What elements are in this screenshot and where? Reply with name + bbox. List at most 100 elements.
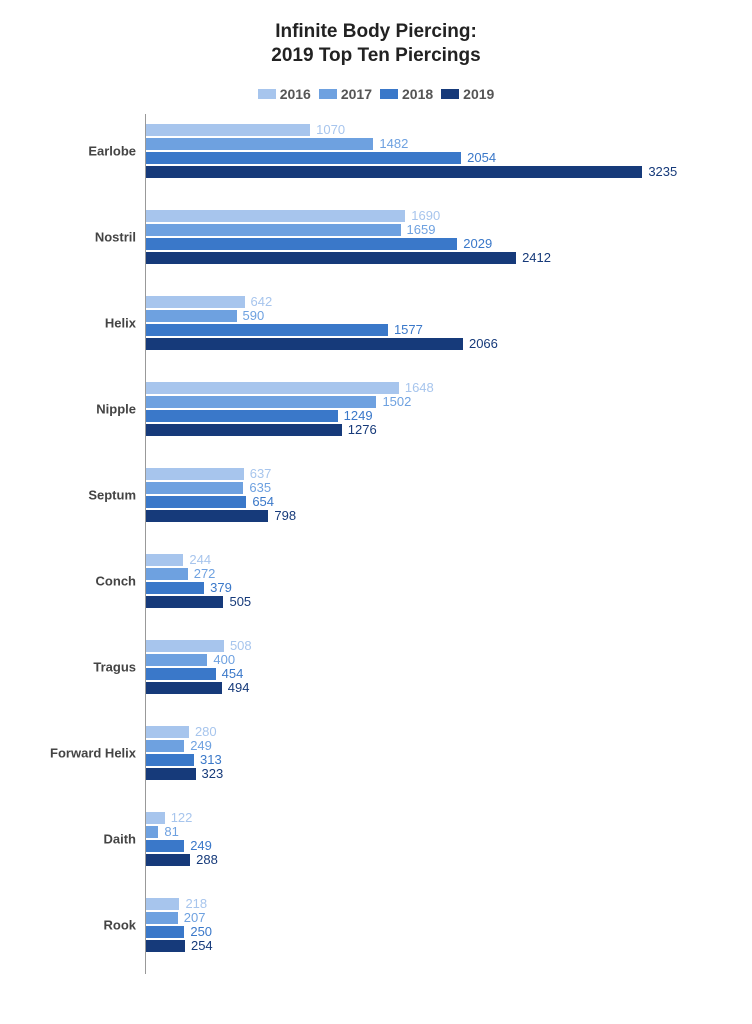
group-tragus: Tragus508400454494	[146, 640, 682, 694]
value-label: 2054	[467, 150, 496, 165]
legend-swatch-2018	[380, 89, 398, 99]
value-label: 288	[196, 852, 218, 867]
value-label: 122	[171, 810, 193, 825]
category-label: Earlobe	[88, 143, 146, 158]
value-label: 313	[200, 752, 222, 767]
value-label: 454	[222, 666, 244, 681]
group-daith: Daith12281249288	[146, 812, 682, 866]
bar-row: 254	[146, 940, 213, 952]
bar-row: 272	[146, 568, 215, 580]
value-label: 508	[230, 638, 252, 653]
bar-row: 1249	[146, 410, 373, 422]
bar-2019	[146, 252, 516, 264]
bar-row: 798	[146, 510, 296, 522]
bar-row: 280	[146, 726, 217, 738]
value-label: 3235	[648, 164, 677, 179]
bar-row: 2029	[146, 238, 492, 250]
group-septum: Septum637635654798	[146, 468, 682, 522]
legend-label-2016: 2016	[280, 86, 311, 102]
bar-2019	[146, 940, 185, 952]
value-label: 249	[190, 838, 212, 853]
bar-2018	[146, 582, 204, 594]
value-label: 254	[191, 938, 213, 953]
bar-2016	[146, 210, 405, 222]
legend-item-2016: 2016	[258, 86, 311, 102]
value-label: 637	[250, 466, 272, 481]
value-label: 494	[228, 680, 250, 695]
bar-row: 454	[146, 668, 243, 680]
bar-row: 2066	[146, 338, 498, 350]
bar-2018	[146, 152, 461, 164]
category-label: Nostril	[95, 229, 146, 244]
value-label: 1482	[379, 136, 408, 151]
chart-title: Infinite Body Piercing: 2019 Top Ten Pie…	[30, 20, 722, 68]
bar-row: 244	[146, 554, 211, 566]
value-label: 635	[249, 480, 271, 495]
bar-2016	[146, 640, 224, 652]
bar-2019	[146, 854, 190, 866]
value-label: 81	[164, 824, 178, 839]
bar-row: 2054	[146, 152, 496, 164]
bar-2016	[146, 898, 179, 910]
bar-row: 1276	[146, 424, 377, 436]
bar-2019	[146, 682, 222, 694]
value-label: 218	[185, 896, 207, 911]
group-conch: Conch244272379505	[146, 554, 682, 608]
value-label: 400	[213, 652, 235, 667]
legend: 2016 2017 2018 2019	[30, 86, 722, 102]
bar-2018	[146, 238, 457, 250]
legend-swatch-2019	[441, 89, 459, 99]
bar-2017	[146, 912, 178, 924]
bar-row: 505	[146, 596, 251, 608]
bar-2019	[146, 424, 342, 436]
bar-row: 1690	[146, 210, 440, 222]
bar-2019	[146, 166, 642, 178]
value-label: 250	[190, 924, 212, 939]
value-label: 1577	[394, 322, 423, 337]
bar-2018	[146, 840, 184, 852]
bar-2017	[146, 396, 376, 408]
legend-item-2018: 2018	[380, 86, 433, 102]
bar-row: 1577	[146, 324, 423, 336]
bar-row: 1648	[146, 382, 434, 394]
category-label: Rook	[104, 917, 147, 932]
plot-area: Earlobe1070148220543235Nostril1690165920…	[145, 114, 682, 974]
value-label: 1249	[344, 408, 373, 423]
bar-2018	[146, 926, 184, 938]
bar-2019	[146, 596, 223, 608]
value-label: 323	[202, 766, 224, 781]
category-label: Tragus	[93, 659, 146, 674]
group-forward-helix: Forward Helix280249313323	[146, 726, 682, 780]
bar-row: 654	[146, 496, 274, 508]
bar-row: 288	[146, 854, 218, 866]
legend-item-2017: 2017	[319, 86, 372, 102]
bar-2016	[146, 124, 310, 136]
value-label: 1648	[405, 380, 434, 395]
bar-2018	[146, 754, 194, 766]
bar-2016	[146, 812, 165, 824]
bar-row: 590	[146, 310, 264, 322]
legend-swatch-2016	[258, 89, 276, 99]
value-label: 2029	[463, 236, 492, 251]
bar-row: 379	[146, 582, 232, 594]
category-label: Septum	[88, 487, 146, 502]
value-label: 244	[189, 552, 211, 567]
legend-label-2019: 2019	[463, 86, 494, 102]
value-label: 505	[229, 594, 251, 609]
bar-row: 1070	[146, 124, 345, 136]
bar-2019	[146, 338, 463, 350]
bar-row: 637	[146, 468, 271, 480]
value-label: 249	[190, 738, 212, 753]
value-label: 1690	[411, 208, 440, 223]
legend-item-2019: 2019	[441, 86, 494, 102]
bar-row: 3235	[146, 166, 677, 178]
category-label: Daith	[104, 831, 147, 846]
value-label: 654	[252, 494, 274, 509]
bar-2017	[146, 138, 373, 150]
bar-2017	[146, 654, 207, 666]
value-label: 2066	[469, 336, 498, 351]
value-label: 642	[251, 294, 273, 309]
chart-container: Infinite Body Piercing: 2019 Top Ten Pie…	[0, 0, 752, 1024]
value-label: 1502	[382, 394, 411, 409]
value-label: 379	[210, 580, 232, 595]
